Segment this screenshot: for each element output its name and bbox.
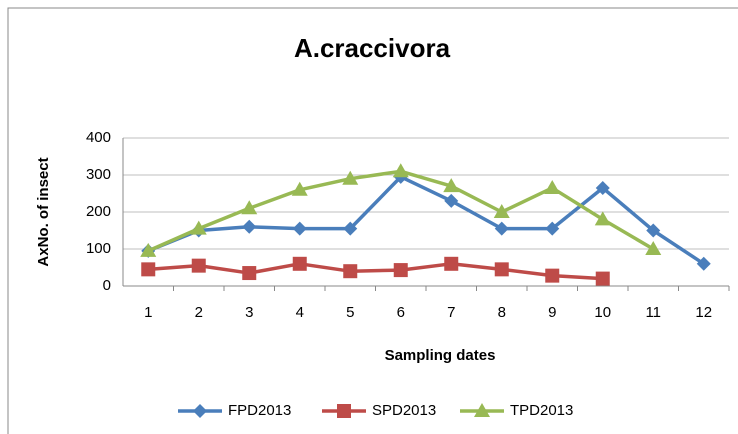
marker bbox=[191, 258, 206, 273]
marker bbox=[292, 221, 307, 236]
marker bbox=[545, 268, 560, 283]
legend-label: SPD2013 bbox=[372, 402, 436, 419]
x-tick-label: 2 bbox=[195, 304, 203, 321]
y-tick-label: 0 bbox=[103, 277, 111, 294]
marker bbox=[493, 204, 510, 218]
x-tick-label: 10 bbox=[594, 304, 611, 321]
marker bbox=[342, 170, 359, 185]
marker bbox=[343, 221, 358, 236]
y-tick-label: 200 bbox=[86, 203, 111, 220]
x-tick-label: 11 bbox=[645, 304, 661, 321]
chart-title: A.craccivora bbox=[294, 33, 451, 63]
marker bbox=[474, 403, 490, 417]
marker bbox=[393, 263, 408, 278]
marker bbox=[242, 219, 257, 234]
marker bbox=[291, 181, 308, 196]
marker bbox=[594, 211, 611, 226]
marker bbox=[242, 266, 257, 281]
x-tick-label: 6 bbox=[397, 304, 405, 321]
marker bbox=[193, 404, 207, 418]
marker bbox=[645, 241, 662, 255]
x-axis-title: Sampling dates bbox=[385, 347, 496, 364]
series-line bbox=[148, 262, 603, 281]
x-tick-label: 1 bbox=[144, 304, 152, 321]
marker bbox=[646, 223, 661, 238]
x-tick-label: 9 bbox=[548, 304, 556, 321]
series-line bbox=[147, 175, 705, 266]
marker bbox=[141, 262, 156, 277]
y-axis-title: AxNo. of insect bbox=[35, 157, 52, 266]
marker bbox=[595, 180, 610, 195]
marker bbox=[241, 200, 258, 215]
chart-frame bbox=[7, 7, 738, 434]
legend-label: TPD2013 bbox=[510, 402, 573, 419]
x-tick-label: 7 bbox=[447, 304, 455, 321]
y-tick-label: 400 bbox=[86, 129, 111, 146]
marker bbox=[494, 221, 509, 236]
marker bbox=[392, 163, 409, 178]
marker bbox=[190, 220, 207, 235]
marker bbox=[444, 256, 459, 271]
x-tick-label: 8 bbox=[498, 304, 506, 321]
x-tick-label: 5 bbox=[346, 304, 354, 321]
marker bbox=[696, 256, 711, 271]
marker bbox=[494, 262, 509, 277]
marker bbox=[595, 271, 610, 286]
marker bbox=[140, 242, 157, 257]
y-tick-label: 100 bbox=[86, 240, 111, 257]
y-tick-label: 300 bbox=[86, 166, 111, 183]
marker bbox=[545, 221, 560, 236]
x-tick-label: 4 bbox=[296, 304, 304, 321]
legend-label: FPD2013 bbox=[228, 402, 291, 419]
marker bbox=[343, 264, 358, 279]
marker bbox=[444, 193, 459, 208]
x-tick-label: 12 bbox=[695, 304, 712, 321]
marker bbox=[292, 256, 307, 271]
marker bbox=[544, 179, 561, 194]
marker bbox=[337, 404, 351, 418]
marker bbox=[443, 178, 460, 193]
x-tick-label: 3 bbox=[245, 304, 253, 321]
